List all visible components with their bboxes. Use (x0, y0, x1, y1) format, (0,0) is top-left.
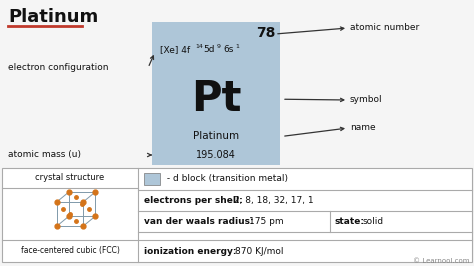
Text: ionization energy:: ionization energy: (144, 247, 237, 256)
Text: 9: 9 (217, 44, 221, 49)
Text: state:: state: (335, 217, 365, 226)
Text: van der waals radius:: van der waals radius: (144, 217, 254, 226)
Text: 1: 1 (235, 44, 239, 49)
Text: [Xe] 4f: [Xe] 4f (160, 45, 190, 54)
Text: 2, 8, 18, 32, 17, 1: 2, 8, 18, 32, 17, 1 (234, 196, 314, 205)
Text: Platinum: Platinum (8, 8, 98, 26)
Text: 195.084: 195.084 (196, 150, 236, 160)
Text: Pt: Pt (191, 78, 241, 120)
Text: atomic number: atomic number (350, 23, 419, 32)
Text: Platinum: Platinum (193, 131, 239, 142)
Text: name: name (350, 123, 375, 132)
Text: - d block (transition metal): - d block (transition metal) (164, 174, 288, 184)
Text: electrons per shell:: electrons per shell: (144, 196, 243, 205)
Text: 6s: 6s (223, 45, 233, 54)
Text: 870 KJ/mol: 870 KJ/mol (235, 247, 283, 256)
Text: 5d: 5d (203, 45, 215, 54)
Text: 14: 14 (195, 44, 203, 49)
Text: face-centered cubic (FCC): face-centered cubic (FCC) (20, 247, 119, 256)
Text: 175 pm: 175 pm (249, 217, 283, 226)
Text: 78: 78 (256, 26, 276, 40)
Text: crystal structure: crystal structure (36, 173, 105, 182)
Text: solid: solid (363, 217, 384, 226)
Bar (2, 168, 472, 262)
Bar (152, 22, 280, 165)
Text: atomic mass (u): atomic mass (u) (8, 151, 81, 160)
Text: © Learnool.com: © Learnool.com (413, 258, 470, 264)
Bar (144, 173, 160, 185)
Text: symbol: symbol (350, 95, 383, 105)
Text: electron configuration: electron configuration (8, 64, 109, 73)
